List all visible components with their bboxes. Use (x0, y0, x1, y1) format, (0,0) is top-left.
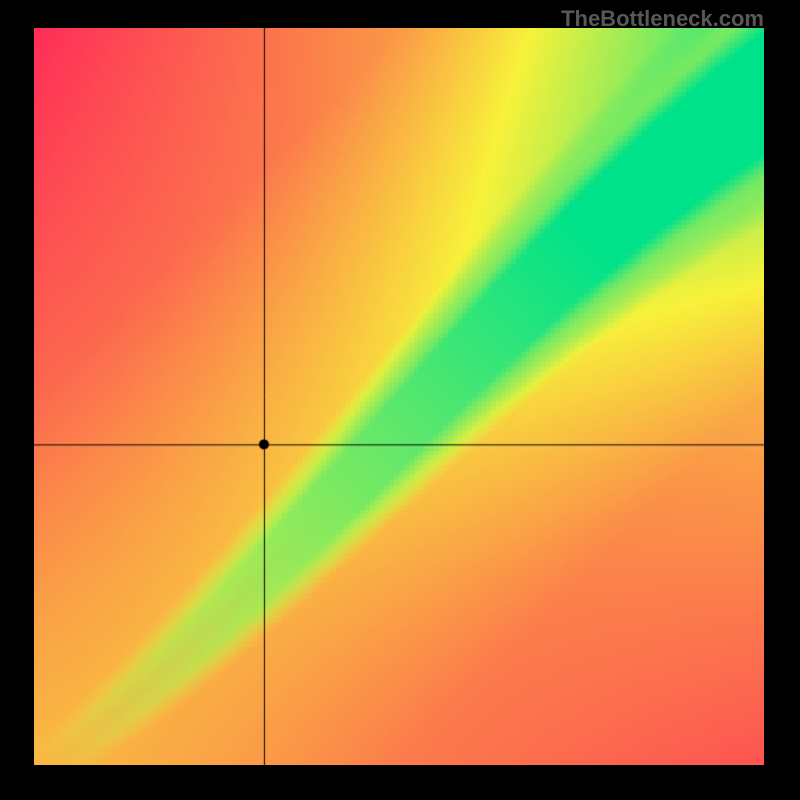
chart-container: TheBottleneck.com (0, 0, 800, 800)
bottleneck-heatmap (34, 28, 764, 765)
watermark-text: TheBottleneck.com (561, 6, 764, 32)
